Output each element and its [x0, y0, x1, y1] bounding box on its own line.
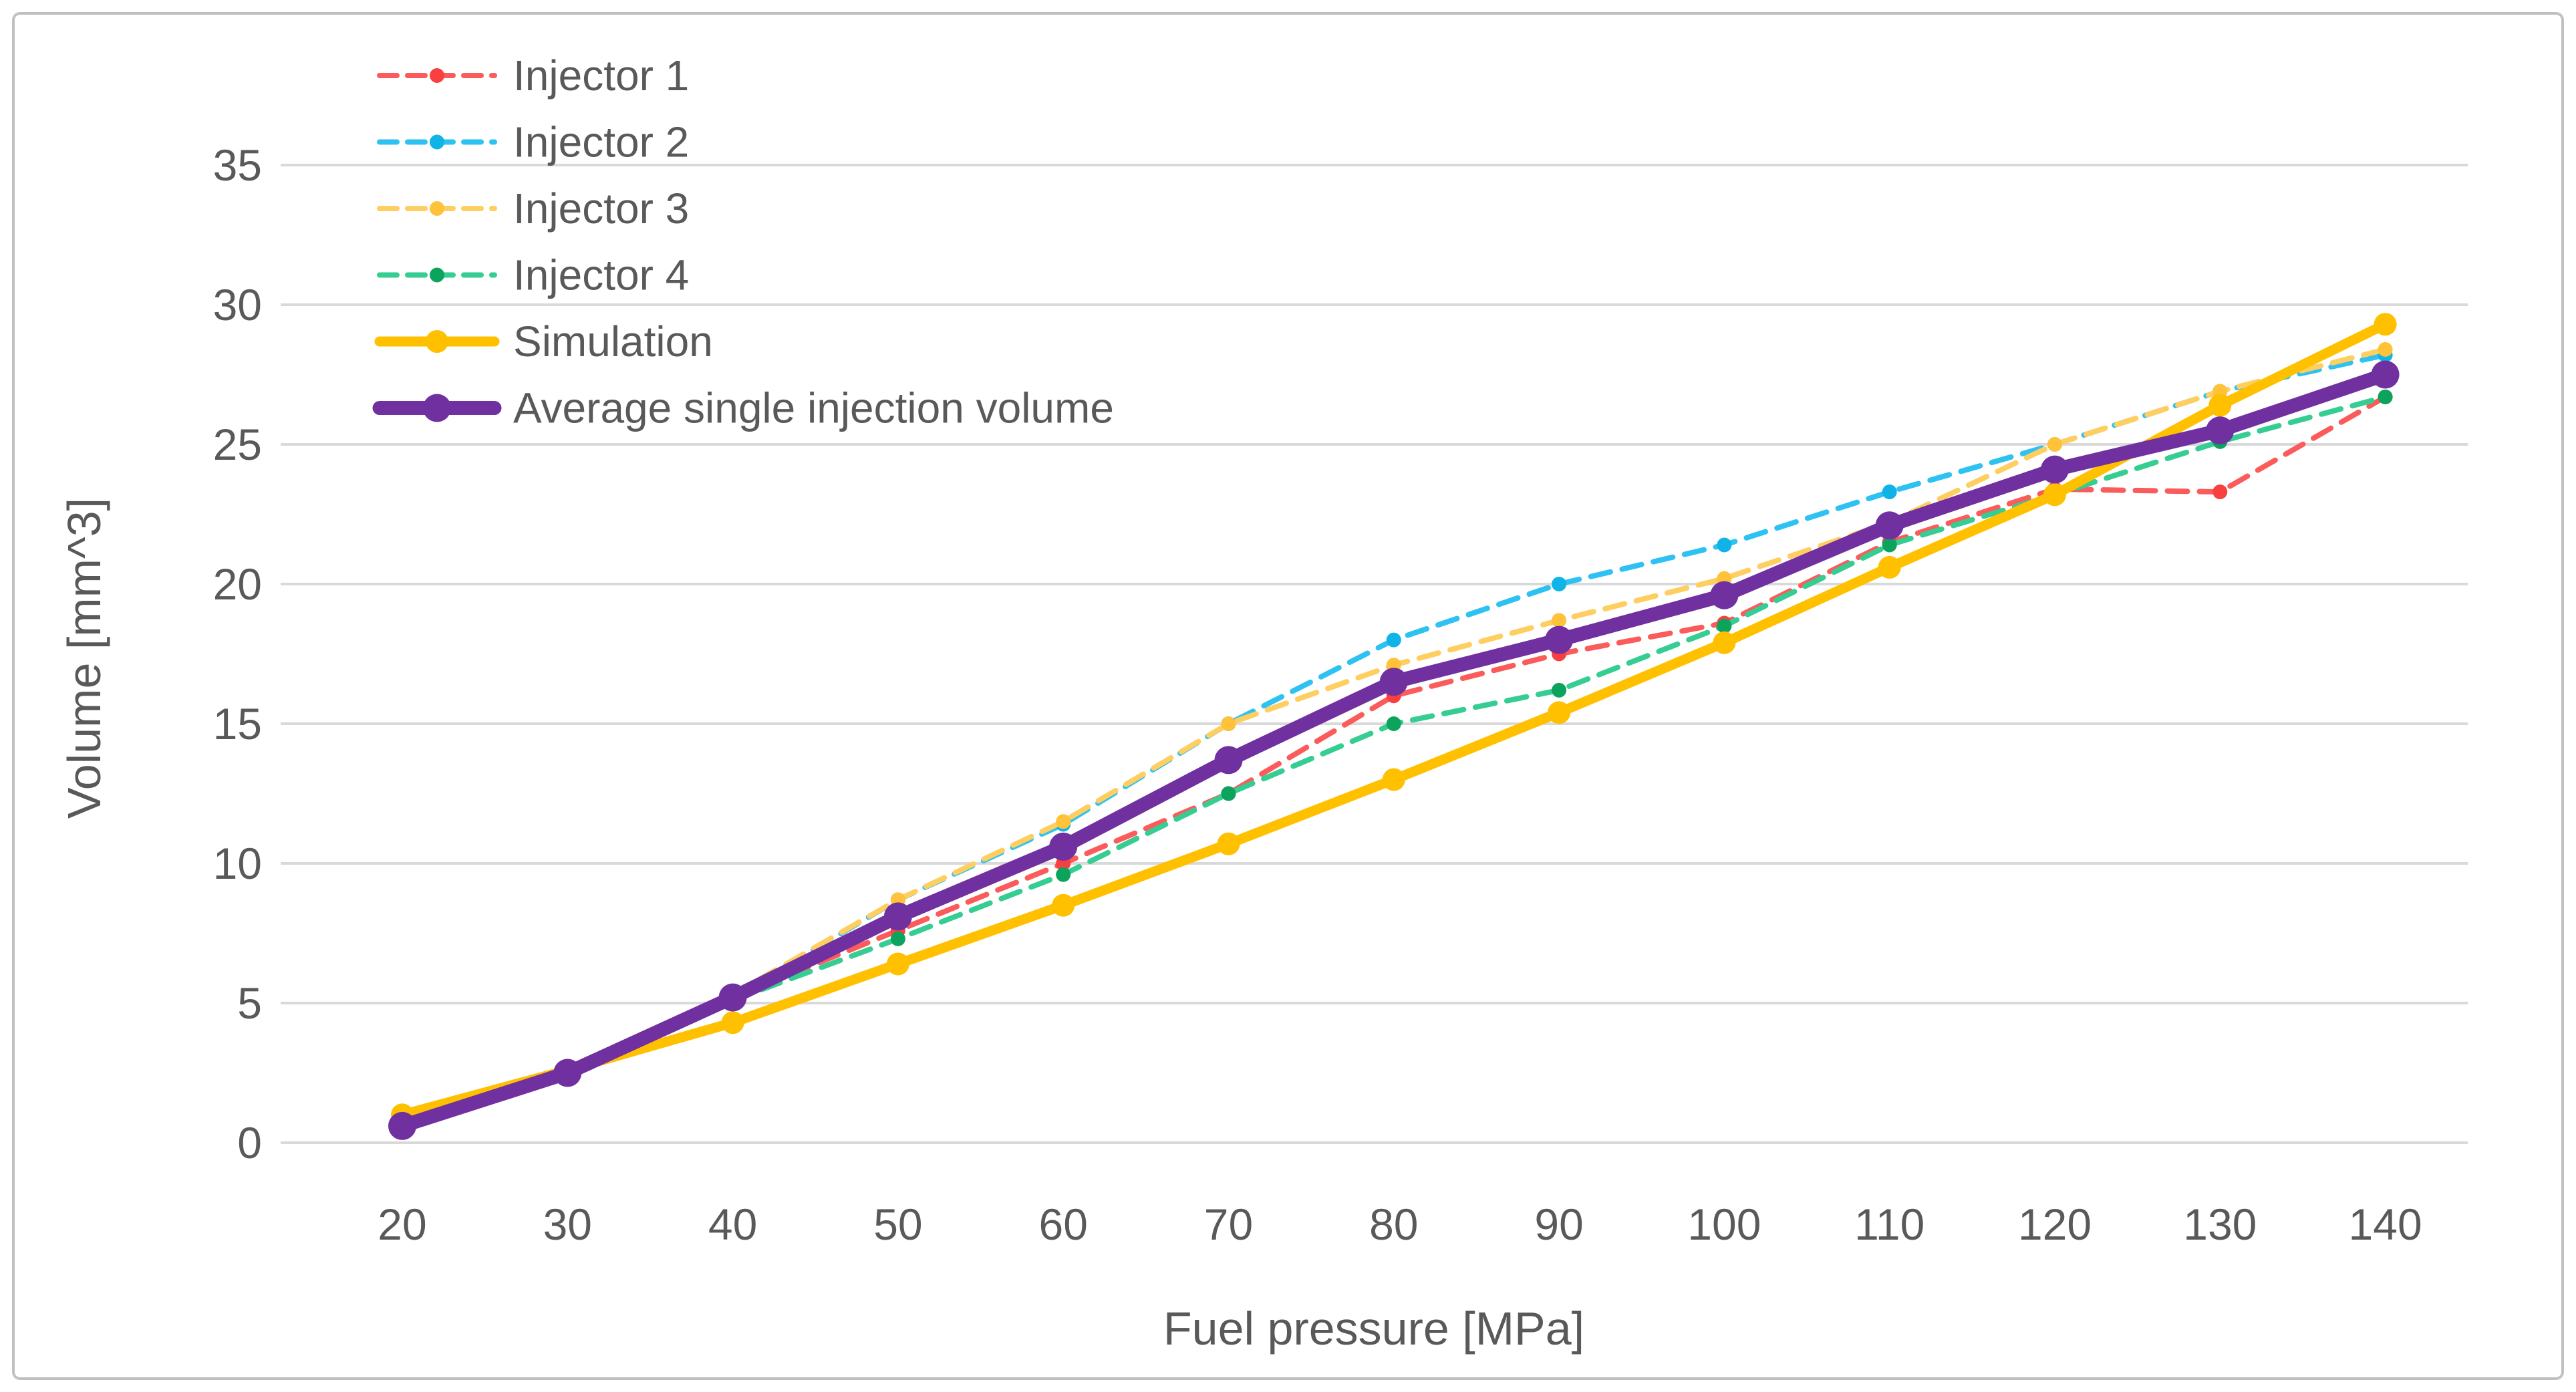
legend-label-simulation: Simulation: [513, 317, 713, 366]
legend-item-average-single-injection-volume: Average single injection volume: [372, 384, 1114, 432]
figure-border: [12, 12, 2564, 1380]
series-marker-average-single-injection-volume: [1379, 668, 1408, 696]
x-axis-tick-label: 140: [2349, 1200, 2422, 1249]
series-marker-average-single-injection-volume: [553, 1059, 582, 1087]
y-axis-tick-label: 25: [213, 420, 262, 469]
legend: Injector 1 Injector 2 Injector 3 Injector 4…: [372, 51, 1114, 432]
legend-marker-injector-4: [430, 267, 444, 283]
series-marker-simulation: [1713, 631, 1736, 654]
y-axis-tick-label: 20: [213, 559, 262, 609]
series-marker-injector-3: [1221, 716, 1236, 731]
x-axis-tick-label: 80: [1369, 1200, 1418, 1249]
x-axis-tick-label: 30: [543, 1200, 592, 1249]
series-marker-simulation: [1052, 893, 1075, 917]
series-marker-injector-4: [1717, 618, 1732, 634]
series-marker-injector-4: [890, 931, 905, 946]
series-marker-injector-2: [1717, 537, 1732, 553]
series-marker-simulation: [1382, 768, 1405, 791]
y-axis-tick-label: 30: [213, 280, 262, 329]
series-marker-injector-4: [1221, 786, 1236, 801]
series-marker-injector-3: [1056, 814, 1071, 829]
y-axis-tick-label: 15: [213, 699, 262, 748]
series-average-single-injection-volume: [388, 360, 2400, 1140]
series-marker-average-single-injection-volume: [1049, 832, 1078, 861]
series-marker-average-single-injection-volume: [1875, 511, 1904, 540]
y-axis-title: Volume [mm^3]: [58, 498, 110, 819]
legend-label-injector-2: Injector 2: [513, 118, 689, 166]
legend-marker-average-single-injection-volume: [423, 394, 451, 422]
series-marker-average-single-injection-volume: [388, 1111, 416, 1140]
series-marker-injector-3: [1552, 613, 1567, 628]
series-marker-injector-4: [2378, 389, 2393, 404]
series-marker-average-single-injection-volume: [718, 983, 747, 1012]
legend-label-average-single-injection-volume: Average single injection volume: [513, 384, 1114, 432]
legend-item-injector-1: Injector 1: [377, 51, 689, 100]
series-marker-injector-2: [1552, 577, 1567, 591]
series-marker-average-single-injection-volume: [2041, 455, 2069, 484]
x-axis-tick-label: 110: [1854, 1200, 1924, 1249]
legend-label-injector-1: Injector 1: [513, 51, 689, 100]
series-marker-injector-4: [1386, 716, 1401, 731]
series-marker-simulation: [2208, 394, 2232, 417]
series-marker-average-single-injection-volume: [2371, 360, 2400, 389]
x-axis-tick-label: 130: [2183, 1200, 2257, 1249]
series-marker-injector-4: [1552, 682, 1567, 698]
x-axis-title: Fuel pressure [MPa]: [1163, 1302, 1584, 1355]
series-marker-average-single-injection-volume: [1710, 581, 1739, 609]
series-marker-simulation: [1548, 701, 1571, 724]
legend-marker-injector-2: [430, 134, 444, 150]
series-marker-simulation: [2374, 313, 2397, 336]
series-marker-injector-4: [1056, 867, 1071, 882]
legend-marker-injector-3: [430, 201, 444, 216]
x-axis-tick-label: 90: [1534, 1200, 1583, 1249]
series-marker-injector-3: [2047, 437, 2062, 452]
legend-item-simulation: Simulation: [374, 317, 713, 366]
legend-marker-injector-1: [430, 68, 444, 83]
y-axis-tick-label: 35: [213, 140, 262, 190]
series-marker-injector-3: [2378, 341, 2393, 357]
x-axis-tick-label: 40: [708, 1200, 757, 1249]
x-axis-tick-label: 70: [1204, 1200, 1253, 1249]
series-marker-simulation: [721, 1011, 744, 1034]
series-marker-average-single-injection-volume: [883, 902, 912, 931]
y-axis-tick-label: 5: [237, 978, 262, 1028]
series-marker-injector-2: [1882, 484, 1897, 500]
series-marker-injector-2: [1386, 632, 1401, 648]
series-marker-injector-1: [2212, 484, 2228, 500]
x-axis-tick-label: 50: [873, 1200, 922, 1249]
series-marker-average-single-injection-volume: [1214, 746, 1243, 775]
series-simulation: [391, 313, 2397, 1127]
series-marker-injector-4: [1882, 537, 1897, 553]
x-axis-tick-label: 120: [2018, 1200, 2092, 1249]
legend-item-injector-4: Injector 4: [377, 251, 689, 299]
y-axis-tick-label: 10: [213, 839, 262, 888]
series-marker-simulation: [886, 952, 909, 976]
legend-item-injector-3: Injector 3: [377, 184, 689, 233]
legend-marker-simulation: [426, 330, 448, 353]
x-axis-tick-label: 60: [1038, 1200, 1087, 1249]
series-marker-average-single-injection-volume: [2206, 416, 2235, 445]
y-axis-tick-label: 0: [237, 1118, 262, 1167]
series-marker-simulation: [1878, 555, 1901, 579]
legend-item-injector-2: Injector 2: [377, 118, 689, 166]
series-marker-simulation: [2043, 483, 2066, 507]
x-axis-tick-label: 100: [1687, 1200, 1761, 1249]
series-marker-simulation: [1217, 832, 1240, 855]
legend-label-injector-4: Injector 4: [513, 251, 689, 299]
x-axis-tick-label: 20: [378, 1200, 426, 1249]
legend-label-injector-3: Injector 3: [513, 184, 689, 233]
series-marker-average-single-injection-volume: [1545, 625, 1574, 654]
